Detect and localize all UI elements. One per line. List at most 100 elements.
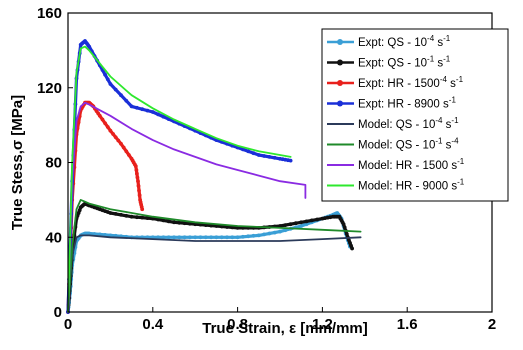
data-point [150, 110, 155, 114]
data-point [283, 228, 288, 233]
data-point [113, 212, 118, 216]
data-point [278, 229, 282, 234]
data-point [140, 207, 145, 212]
legend-label: Expt: QS - 10-1 s-1 [358, 55, 451, 70]
data-point [140, 107, 145, 112]
data-point [97, 232, 102, 237]
y-tick-label: 0 [54, 304, 62, 321]
data-point [129, 214, 134, 219]
series-line [67, 45, 292, 313]
x-tick-label: 2 [488, 316, 496, 333]
legend-label: Model: QS - 10-4 s-1 [358, 116, 459, 131]
data-point [137, 193, 142, 198]
data-point [182, 235, 187, 240]
data-point [299, 224, 304, 228]
data-point [116, 138, 121, 143]
series-line [67, 234, 362, 313]
data-point [177, 220, 182, 225]
ticks-layer: 0 0.4 0.8 1.2 1.6 2 0 40 80 120 160 [37, 5, 496, 333]
data-point [97, 113, 102, 118]
data-point [272, 155, 277, 160]
legend-label: Expt: QS - 10-4 s-1 [358, 34, 451, 49]
x-axis-title: True Strain, ε [mm/mm] [202, 320, 367, 337]
data-point [341, 222, 346, 227]
data-point [283, 223, 288, 228]
x-tick-label: 0.8 [227, 316, 248, 333]
legend-label: Model: QS - 10-1 s-4 [358, 137, 459, 152]
data-point [119, 212, 123, 217]
data-point [156, 235, 161, 240]
data-point [209, 235, 214, 240]
y-tick-label: 160 [37, 5, 62, 22]
legend-entry: Model: HR - 1500 s-1 [327, 157, 465, 172]
legend-label: Expt: HR - 8900 s-1 [358, 96, 456, 111]
data-point [241, 147, 245, 152]
data-point [251, 151, 256, 156]
data-point [235, 226, 240, 230]
y-tick-label: 80 [45, 155, 62, 172]
data-point [121, 145, 126, 150]
legend-marker [337, 100, 343, 107]
data-point [241, 234, 245, 239]
data-point [133, 164, 138, 169]
legend-entry: Expt: HR - 1500-4 s-1 [327, 75, 464, 90]
data-point [135, 215, 139, 220]
data-point [108, 82, 113, 86]
data-point [108, 211, 113, 215]
data-point [119, 141, 123, 146]
data-point [214, 235, 219, 240]
data-point [136, 184, 141, 188]
data-point [140, 215, 145, 220]
data-point [76, 120, 81, 125]
series-8 [67, 45, 292, 313]
data-point [251, 233, 256, 238]
series-2 [66, 201, 354, 314]
data-point [124, 149, 129, 154]
data-point [172, 220, 176, 225]
data-point [129, 104, 134, 109]
legend-entry: Expt: QS - 10-4 s-1 [327, 34, 451, 49]
data-point [105, 125, 110, 129]
data-point [246, 234, 251, 239]
x-tick-label: 0.4 [142, 316, 164, 333]
data-point [172, 235, 176, 240]
legend-box [321, 28, 509, 202]
data-point [124, 98, 129, 103]
y-axis-title: True Stess,σ [MPa] [9, 95, 26, 230]
legend: Expt: QS - 10-4 s-1 Expt: QS - 10-1 s-1 Ex… [321, 28, 509, 202]
data-point [188, 235, 192, 240]
data-point [124, 213, 129, 218]
data-point [304, 222, 309, 227]
data-point [145, 108, 150, 113]
data-point [166, 219, 171, 224]
data-point [272, 230, 277, 235]
data-point [156, 112, 161, 117]
legend-entry: Model: QS - 10-4 s-1 [327, 116, 459, 131]
legend-entry: Expt: HR - 8900 s-1 [327, 96, 456, 111]
data-point [126, 153, 131, 157]
series-layer [66, 39, 362, 314]
legend-entry: Model: HR - 9000 s-1 [327, 178, 465, 193]
data-point [105, 77, 110, 82]
data-point [203, 235, 208, 240]
series-6 [67, 198, 362, 313]
x-tick-label: 1.2 [312, 316, 333, 333]
data-point [225, 235, 229, 240]
data-point [262, 154, 266, 158]
data-point [113, 135, 118, 140]
x-tick-label: 0 [64, 316, 72, 333]
data-point [108, 128, 113, 133]
data-point [135, 171, 139, 176]
data-point [87, 231, 92, 236]
legend-marker [337, 59, 343, 66]
series-7 [67, 101, 307, 313]
data-point [193, 235, 198, 240]
data-point [136, 179, 140, 184]
data-point [161, 235, 166, 240]
legend-label: Model: HR - 9000 s-1 [358, 178, 465, 193]
data-point [156, 217, 161, 222]
data-point [262, 232, 266, 237]
data-point [299, 220, 304, 225]
data-point [87, 44, 92, 49]
legend-entry: Expt: QS - 10-1 s-1 [327, 55, 451, 70]
